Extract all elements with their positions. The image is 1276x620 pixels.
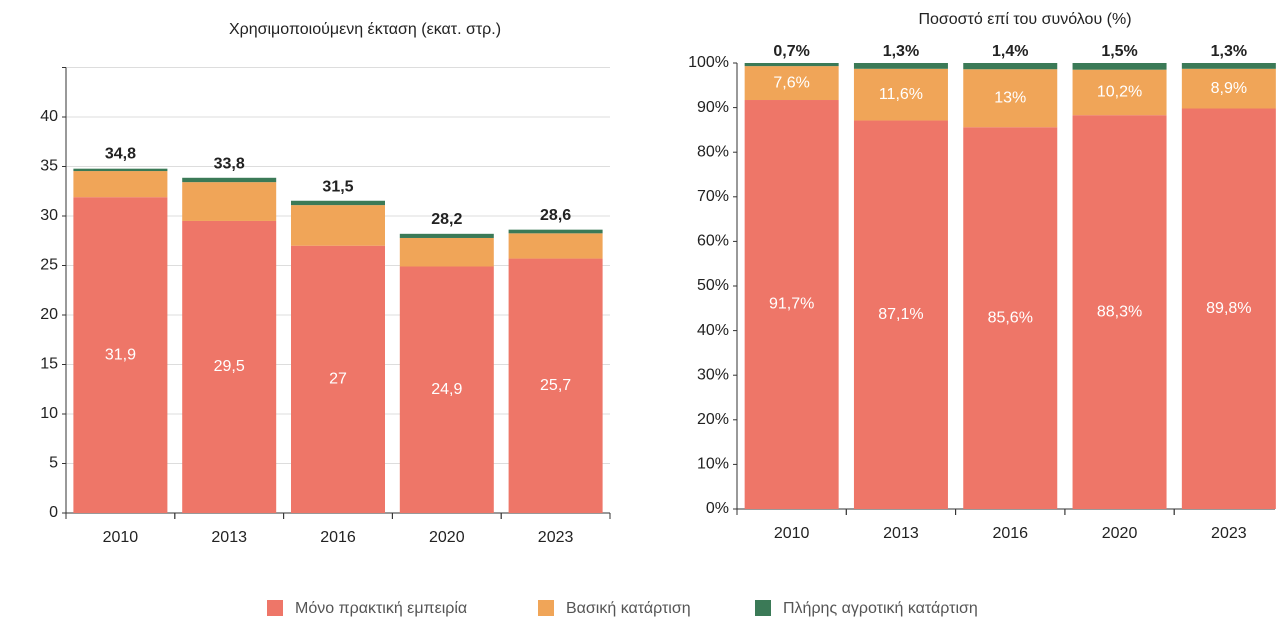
y-tick-label: 100% — [688, 54, 729, 71]
y-tick-label: 50% — [697, 277, 729, 294]
y-tick-label: 10% — [697, 456, 729, 473]
data-label: 24,9 — [431, 381, 462, 398]
total-label: 33,8 — [214, 156, 245, 173]
data-label: 31,9 — [105, 346, 136, 363]
bar-segment — [963, 127, 1058, 509]
bar-segment — [291, 205, 385, 246]
bar-segment — [853, 68, 948, 121]
bar-segment — [291, 245, 385, 513]
data-label: 87,1% — [878, 306, 923, 323]
y-tick-label: 20 — [40, 306, 58, 323]
bar-segment — [1072, 63, 1167, 70]
legend-label: Μόνο πρακτική εμπειρία — [295, 600, 467, 617]
bar-segment — [963, 69, 1058, 128]
y-tick-label: 40 — [40, 108, 58, 125]
bar-segment — [963, 63, 1058, 70]
y-tick-label: 25 — [40, 257, 58, 274]
x-tick-label: 2020 — [1102, 525, 1138, 542]
total-label: 28,6 — [540, 207, 571, 224]
x-tick-label: 2016 — [320, 529, 356, 546]
bar-segment — [1181, 68, 1276, 109]
chart-title: Χρησιμοποιούμενη έκταση (εκατ. στρ.) — [229, 21, 501, 38]
bar-segment — [399, 266, 494, 513]
bar-segment — [399, 237, 494, 267]
data-label: 10,2% — [1097, 84, 1142, 101]
y-tick-label: 70% — [697, 188, 729, 205]
bar-segment — [182, 220, 277, 513]
data-label: 13% — [994, 89, 1026, 106]
bar-segment — [853, 120, 948, 509]
data-label: 89,8% — [1206, 300, 1251, 317]
x-tick-label: 2023 — [1211, 525, 1247, 542]
data-label: 11,6% — [879, 86, 923, 103]
bar-segment — [508, 258, 603, 513]
y-tick-label: 5 — [49, 455, 58, 472]
bar-segment — [508, 229, 603, 234]
y-tick-label: 30% — [697, 366, 729, 383]
data-label: 8,9% — [1211, 80, 1247, 97]
x-tick-label: 2020 — [429, 529, 465, 546]
x-tick-label: 2010 — [774, 525, 810, 542]
y-tick-label: 0% — [706, 500, 729, 517]
total-label: 28,2 — [431, 211, 462, 228]
data-label: 88,3% — [1097, 303, 1142, 320]
bar-segment — [744, 66, 839, 101]
data-label: 25,7 — [540, 377, 571, 394]
x-tick-label: 2023 — [538, 529, 574, 546]
y-tick-label: 10 — [40, 405, 58, 422]
data-label: 1,4% — [992, 43, 1028, 60]
legend-swatch — [755, 600, 771, 616]
x-tick-label: 2013 — [211, 529, 247, 546]
bar-segment — [744, 100, 839, 509]
total-label: 34,8 — [105, 146, 136, 163]
y-tick-label: 20% — [697, 411, 729, 428]
bar-segment — [291, 200, 385, 206]
bar-segment — [1072, 115, 1167, 509]
total-label: 31,5 — [322, 178, 353, 195]
data-label: 1,5% — [1101, 43, 1137, 60]
y-tick-label: 60% — [697, 233, 729, 250]
bar-segment — [1072, 69, 1167, 116]
data-label: 27 — [329, 371, 347, 388]
y-tick-label: 15 — [40, 356, 58, 373]
bar-segment — [73, 171, 168, 198]
data-label: 0,7% — [773, 43, 809, 60]
chart-title: Ποσοστό επί του συνόλου (%) — [918, 11, 1131, 28]
x-tick-label: 2016 — [992, 525, 1028, 542]
legend-label: Βασική κατάρτιση — [566, 600, 691, 617]
data-label: 7,6% — [773, 74, 809, 91]
y-tick-label: 35 — [40, 158, 58, 175]
bar-segment — [1181, 108, 1276, 509]
y-tick-label: 80% — [697, 143, 729, 160]
bar-segment — [73, 197, 168, 513]
legend-swatch — [267, 600, 283, 616]
bar-segment — [508, 233, 603, 259]
data-label: 85,6% — [988, 309, 1033, 326]
data-label: 1,3% — [1211, 43, 1247, 60]
y-tick-label: 0 — [49, 504, 58, 521]
y-tick-label: 90% — [697, 99, 729, 116]
legend-label: Πλήρης αγροτική κατάρτιση — [783, 600, 978, 617]
bar-segment — [399, 233, 494, 238]
bar-segment — [853, 63, 948, 69]
x-tick-label: 2013 — [883, 525, 919, 542]
legend-swatch — [538, 600, 554, 616]
data-label: 91,7% — [769, 296, 814, 313]
bar-segment — [182, 182, 277, 221]
y-tick-label: 30 — [40, 207, 58, 224]
data-label: 29,5 — [214, 358, 245, 375]
bar-segment — [744, 63, 839, 67]
x-tick-label: 2010 — [103, 529, 139, 546]
bar-segment — [182, 177, 277, 183]
bar-segment — [1181, 63, 1276, 69]
data-label: 1,3% — [883, 43, 919, 60]
y-tick-label: 40% — [697, 322, 729, 339]
bar-segment — [73, 168, 168, 172]
